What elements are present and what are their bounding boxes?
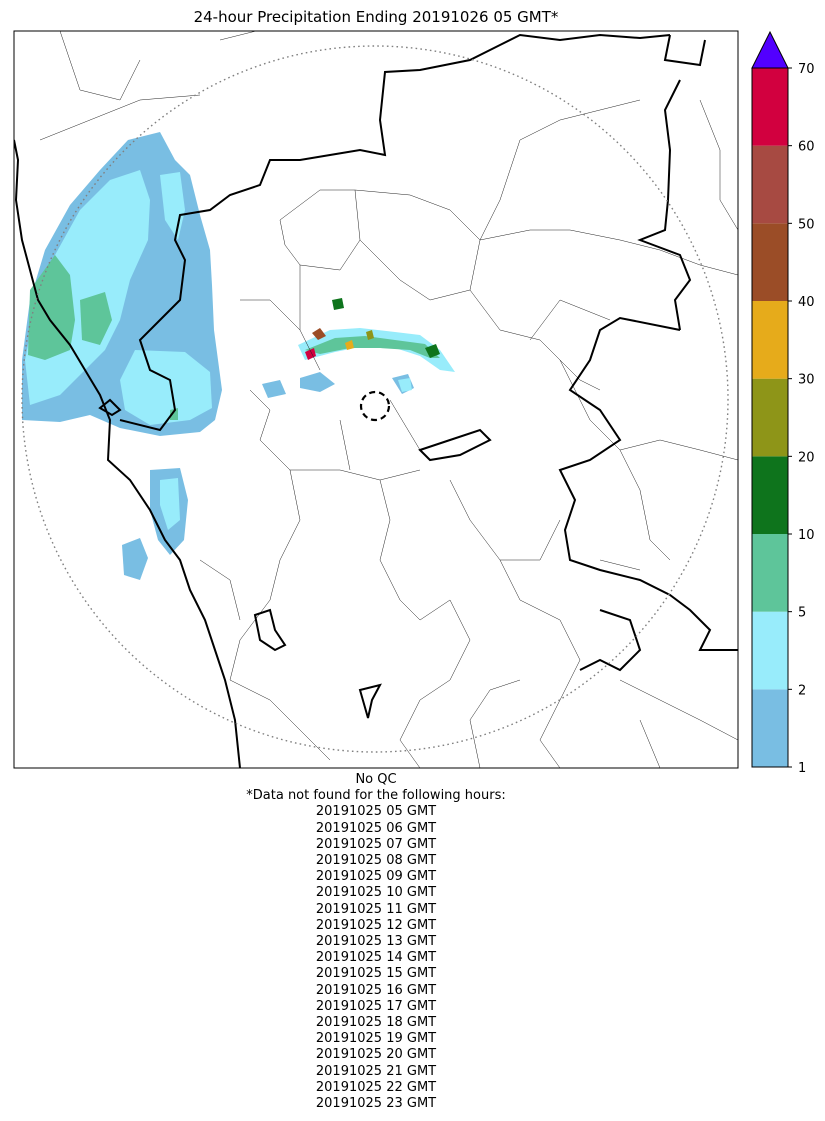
missing-hour-13: 20191025 18 GMT bbox=[315, 1015, 437, 1031]
missing-hour-2: 20191025 07 GMT bbox=[315, 836, 437, 852]
state-boundaries bbox=[14, 33, 738, 768]
colorbar-segment bbox=[752, 301, 788, 379]
colorbar-tick-label: 60 bbox=[798, 140, 815, 155]
colorbar-tick-label: 10 bbox=[798, 528, 815, 543]
colorbar-segment bbox=[752, 689, 788, 767]
colorbar-segment bbox=[752, 68, 788, 146]
missing-hour-16: 20191025 21 GMT bbox=[315, 1063, 437, 1079]
missing-hour-4: 20191025 09 GMT bbox=[315, 869, 437, 885]
colorbar-extend-arrow bbox=[751, 30, 789, 69]
colorbar-segment bbox=[752, 456, 788, 534]
missing-hour-14: 20191025 19 GMT bbox=[315, 1031, 437, 1047]
colorbar-tick-label: 1 bbox=[798, 761, 806, 776]
missing-hour-0: 20191025 05 GMT bbox=[315, 804, 437, 820]
missing-hour-15: 20191025 20 GMT bbox=[315, 1047, 437, 1063]
missing-hour-5: 20191025 10 GMT bbox=[315, 885, 437, 901]
map-title: 24-hour Precipitation Ending 20191026 05… bbox=[193, 8, 559, 26]
colorbar-tick-label: 2 bbox=[798, 683, 806, 698]
colorbar-segment bbox=[752, 145, 788, 224]
missing-hour-8: 20191025 13 GMT bbox=[315, 934, 437, 950]
missing-hour-1: 20191025 06 GMT bbox=[315, 820, 437, 836]
qc-note: No QC bbox=[355, 772, 397, 787]
missing-hour-10: 20191025 15 GMT bbox=[315, 966, 437, 982]
colorbar-tick-label: 40 bbox=[798, 295, 815, 310]
missing-hour-12: 20191025 17 GMT bbox=[315, 998, 437, 1014]
district-boundaries bbox=[39, 31, 738, 768]
colorbar-frame bbox=[751, 67, 789, 768]
map-frame bbox=[13, 30, 739, 769]
precip-band-cells bbox=[298, 298, 455, 372]
precip-area-green bbox=[28, 255, 178, 420]
colorbar-tick-label: 50 bbox=[798, 217, 815, 232]
radar-range-ring bbox=[21, 45, 729, 753]
missing-hour-9: 20191025 14 GMT bbox=[315, 950, 437, 966]
colorbar-segment bbox=[752, 534, 788, 612]
colorbar-tick-label: 20 bbox=[798, 450, 815, 465]
colorbar-tick-label: 70 bbox=[798, 62, 815, 77]
radar-site-marker bbox=[359, 390, 391, 422]
colorbar-segment bbox=[752, 611, 788, 690]
colorbar-tick-label: 5 bbox=[798, 606, 806, 621]
missing-hour-3: 20191025 08 GMT bbox=[315, 853, 437, 869]
missing-hour-6: 20191025 11 GMT bbox=[315, 901, 437, 917]
missing-hour-7: 20191025 12 GMT bbox=[315, 917, 437, 933]
colorbar-segment bbox=[752, 223, 788, 301]
missing-hour-17: 20191025 22 GMT bbox=[315, 1079, 437, 1095]
missing-hour-11: 20191025 16 GMT bbox=[315, 982, 437, 998]
colorbar-segment bbox=[752, 378, 788, 457]
missing-data-header: *Data not found for the following hours: bbox=[246, 788, 506, 804]
missing-hour-18: 20191025 23 GMT bbox=[315, 1096, 437, 1112]
colorbar-tick-label: 30 bbox=[798, 373, 815, 388]
notes-block: No QC *Data not found for the following … bbox=[14, 772, 738, 1112]
